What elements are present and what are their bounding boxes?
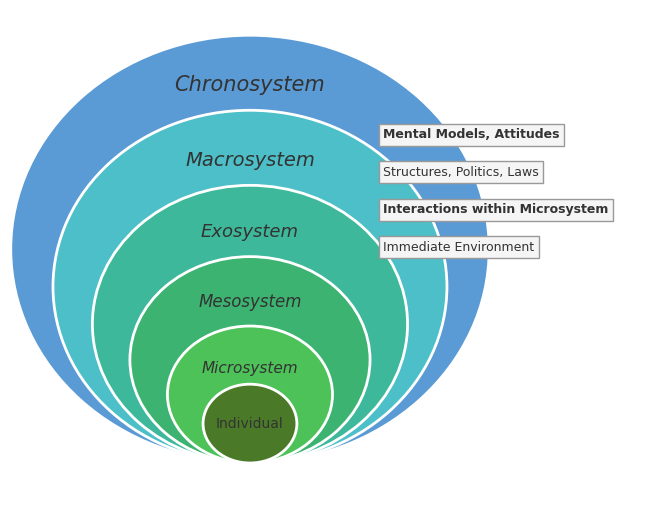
Ellipse shape [168,326,333,463]
Ellipse shape [130,256,370,463]
Text: Individual: Individual [216,417,284,431]
Ellipse shape [203,384,297,463]
Text: Macrosystem: Macrosystem [185,150,315,170]
Text: Mental Models, Attitudes: Mental Models, Attitudes [383,128,559,141]
Text: Microsystem: Microsystem [202,361,298,376]
Ellipse shape [10,35,489,463]
Text: Chronosystem: Chronosystem [175,75,326,95]
Text: Exosystem: Exosystem [201,223,299,241]
Text: Interactions within Microsystem: Interactions within Microsystem [383,203,608,216]
Text: Structures, Politics, Laws: Structures, Politics, Laws [383,166,539,179]
Text: Mesosystem: Mesosystem [198,293,302,311]
Text: Immediate Environment: Immediate Environment [383,241,534,254]
Ellipse shape [53,110,447,463]
Ellipse shape [92,185,407,463]
